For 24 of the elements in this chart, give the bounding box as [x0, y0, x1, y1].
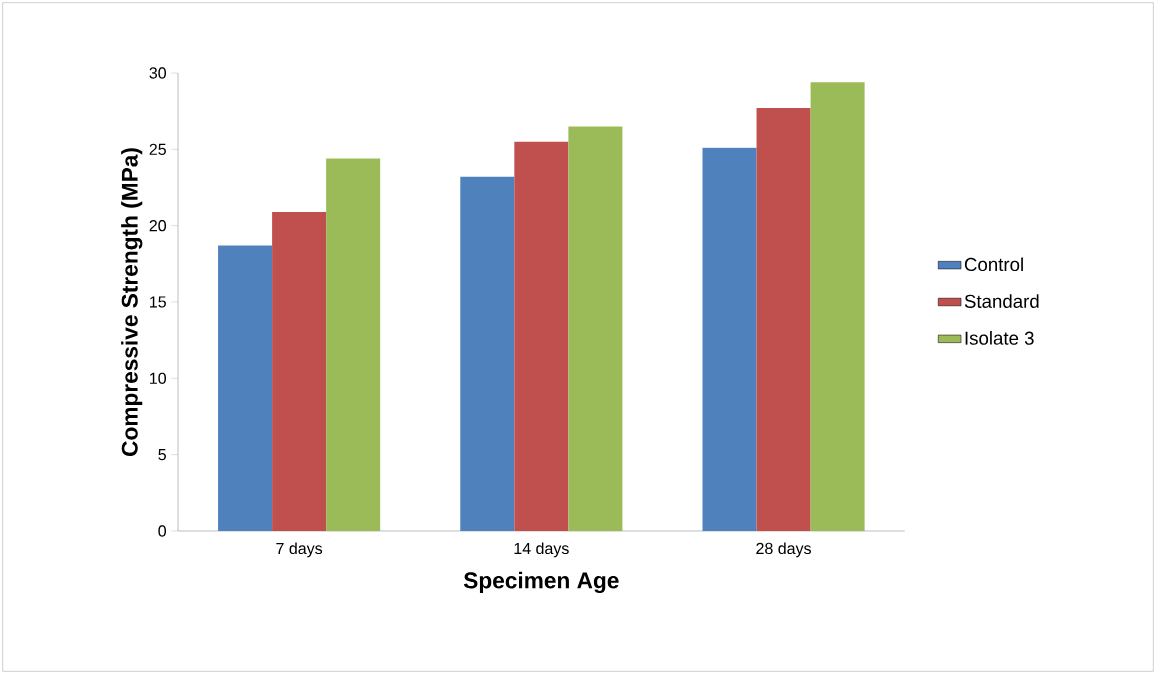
legend-label: Isolate 3	[965, 331, 1034, 345]
y-tick-label: 15	[150, 296, 166, 308]
y-tick-label: 10	[150, 372, 167, 384]
bar	[326, 158, 381, 531]
x-tick-label: 28 days	[756, 542, 811, 558]
bar	[460, 176, 515, 531]
y-tick-label: 30	[149, 67, 167, 79]
legend-label: Standard	[964, 294, 1039, 308]
bar	[218, 245, 273, 531]
bar	[514, 141, 569, 531]
bar	[702, 147, 757, 531]
bar	[272, 211, 327, 531]
y-tick-label: 5	[158, 449, 166, 461]
bar	[756, 108, 811, 531]
y-axis-title: Compressive Strength (MPa)	[121, 148, 143, 456]
bar	[810, 82, 865, 531]
legend-label: Control	[964, 257, 1023, 272]
y-tick-label: 0	[158, 525, 167, 537]
bar	[568, 126, 623, 531]
x-tick-label: 14 days	[514, 542, 569, 558]
x-tick-label: 7 days	[276, 542, 323, 558]
y-tick-label: 20	[149, 220, 167, 232]
x-axis-title: Specimen Age	[463, 571, 619, 594]
y-tick-label: 25	[149, 143, 166, 155]
